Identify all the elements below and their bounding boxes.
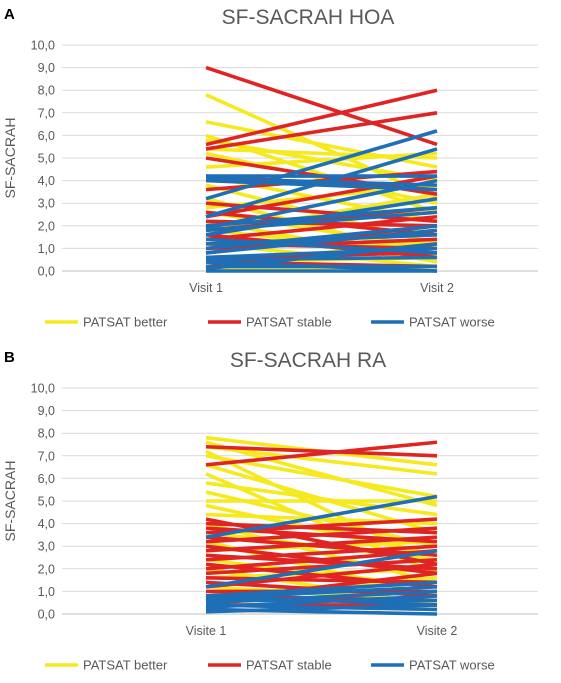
patient-line-worse — [205, 224, 438, 251]
y-tick-label: 1,0 — [38, 242, 55, 256]
y-tick-label: 0,0 — [38, 265, 55, 279]
y-tick-label: 2,0 — [38, 219, 55, 233]
patient-line-worse — [205, 242, 438, 271]
patient-line-worse — [205, 129, 438, 201]
series-worse — [205, 129, 438, 273]
legend-label-better: PATSAT better — [83, 658, 168, 673]
patient-line-worse — [205, 196, 438, 237]
y-axis-label: SF-SACRAH — [2, 118, 18, 199]
panel-a: A SF-SACRAH HOA 0,0 1,0 2,0 3,0 4,0 5,0 6,0 7,0 8,… — [0, 0, 561, 340]
chart-title: SF-SACRAH HOA — [222, 6, 395, 29]
patient-line-worse — [205, 147, 438, 219]
y-tick-label: 1,0 — [38, 585, 55, 599]
chart-title: SF-SACRAH RA — [230, 349, 386, 372]
patient-line-stable — [205, 444, 438, 458]
y-tick-label: 9,0 — [38, 61, 55, 75]
patient-line-stable — [205, 88, 438, 147]
y-tick-label: 7,0 — [38, 106, 55, 120]
patient-line-worse — [205, 228, 438, 255]
patient-line-stable — [205, 111, 438, 151]
x-category-label: Visite 1 — [186, 624, 227, 638]
patient-line-stable — [205, 544, 438, 562]
chart-hoa: A SF-SACRAH HOA 0,0 1,0 2,0 3,0 4,0 5,0 6,0 7,0 8,… — [2, 6, 538, 330]
legend-label-stable: PATSAT stable — [246, 315, 332, 330]
y-tick-label: 0,0 — [38, 608, 55, 622]
patient-line-stable — [205, 535, 438, 553]
legend-label-worse: PATSAT worse — [409, 315, 495, 330]
patient-line-worse — [205, 603, 438, 614]
y-tick-label: 4,0 — [38, 517, 55, 531]
y-tick-label: 2,0 — [38, 562, 55, 576]
patient-line-stable — [205, 440, 438, 467]
patient-line-stable — [205, 65, 438, 147]
patient-line-stable — [205, 214, 438, 242]
panel-label: A — [4, 6, 15, 23]
y-tick-label: 4,0 — [38, 174, 55, 188]
patient-line-stable — [205, 548, 438, 571]
panel-label: B — [4, 349, 15, 366]
panel-b: B SF-SACRAH RA 0,0 1,0 2,0 3,0 4,0 5,0 6,0 7,0 8,0… — [0, 343, 561, 683]
y-tick-label: 10,0 — [31, 39, 55, 53]
patient-line-worse — [205, 255, 438, 262]
legend-label-better: PATSAT better — [83, 315, 168, 330]
patient-line-worse — [205, 246, 438, 260]
patient-line-worse — [205, 594, 438, 610]
y-tick-label: 5,0 — [38, 495, 55, 509]
legend-label-stable: PATSAT stable — [246, 658, 332, 673]
x-category-label: Visit 1 — [189, 281, 223, 295]
patient-line-better — [205, 151, 438, 205]
patient-line-worse — [205, 589, 438, 605]
x-category-label: Visit 2 — [420, 281, 454, 295]
y-tick-label: 10,0 — [31, 382, 55, 396]
legend-label-worse: PATSAT worse — [409, 658, 495, 673]
patient-line-worse — [205, 585, 438, 600]
y-tick-label: 6,0 — [38, 472, 55, 486]
patient-line-better — [205, 481, 438, 517]
patient-line-better — [205, 444, 438, 476]
y-tick-label: 9,0 — [38, 404, 55, 418]
legend: PATSAT better PATSAT stable PATSAT worse — [45, 658, 495, 673]
legend: PATSAT better PATSAT stable PATSAT worse — [45, 315, 495, 330]
patient-line-worse — [205, 178, 438, 230]
y-tick-label: 8,0 — [38, 427, 55, 441]
y-tick-label: 5,0 — [38, 152, 55, 166]
chart-ra: B SF-SACRAH RA 0,0 1,0 2,0 3,0 4,0 5,0 6,0 7,0 8,0… — [2, 349, 538, 673]
y-axis-label: SF-SACRAH — [2, 461, 18, 542]
patient-line-worse — [205, 580, 438, 598]
patient-line-worse — [205, 548, 438, 589]
x-category-label: Visite 2 — [417, 624, 458, 638]
series-worse — [205, 494, 438, 616]
patient-line-worse — [205, 233, 438, 246]
patient-line-stable — [205, 526, 438, 544]
patient-line-stable — [205, 557, 438, 576]
y-tick-label: 7,0 — [38, 449, 55, 463]
patient-line-worse — [205, 494, 438, 539]
y-tick-label: 6,0 — [38, 129, 55, 143]
y-tick-label: 3,0 — [38, 197, 55, 211]
y-tick-label: 3,0 — [38, 540, 55, 554]
y-tick-label: 8,0 — [38, 84, 55, 98]
patient-line-stable — [205, 576, 438, 585]
patient-line-stable — [205, 562, 438, 589]
